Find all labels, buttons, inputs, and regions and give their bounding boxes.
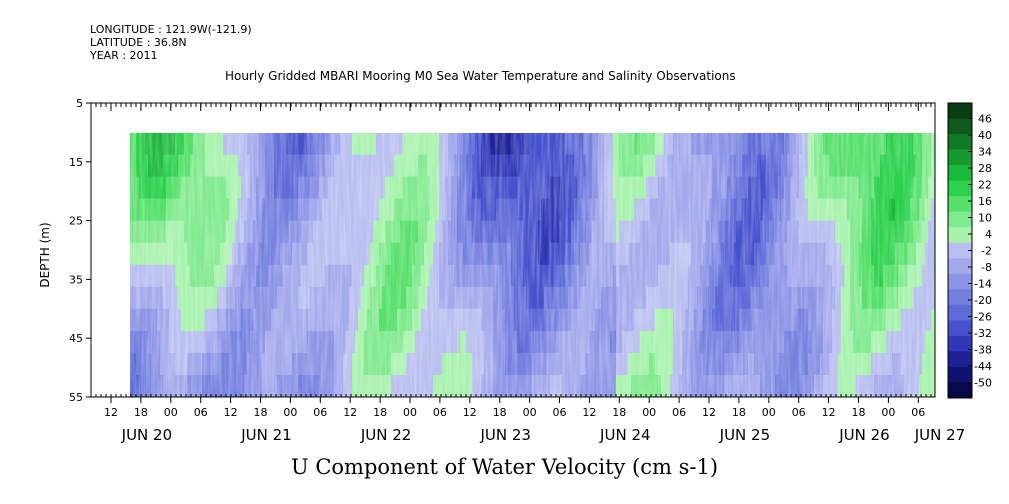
colorbar-swatch [948,211,972,228]
plot-frame [90,102,936,398]
colorbar-swatch [948,180,972,197]
day-label: JUN 26 [838,426,889,444]
colorbar-swatch [948,227,972,244]
colorbar-label: -44 [974,360,992,373]
colorbar-label: -8 [981,261,992,274]
x-tick-label: 06 [553,406,567,419]
year-label: YEAR : 2011 [90,49,158,62]
colorbar-swatch [948,134,972,151]
x-tick-label: 18 [612,406,626,419]
x-tick-label: 00 [762,406,776,419]
chart-svg: 5 15 25 35 45 55 12 18 00 06 12 18 00 06 12 18 00 06 12 18 0… [38,97,992,444]
colorbar-label: 4 [985,228,992,241]
colorbar-swatch [948,289,972,306]
x-tick-label: 12 [343,406,357,419]
x-tick-label: 06 [792,406,806,419]
colorbar-swatch [948,320,972,337]
x-tick-label: 12 [463,406,477,419]
x-tick-label: 00 [403,406,417,419]
colorbar-swatch [948,165,972,182]
colorbar-label: 22 [978,179,992,192]
x-tick-label: 12 [702,406,716,419]
axes: 5 15 25 35 45 55 12 18 00 06 12 18 00 06 12 18 00 06 12 18 0… [69,97,965,444]
colorbar-label: 40 [978,129,992,142]
x-tick-label: 18 [134,406,148,419]
colorbar-label: 34 [978,146,992,159]
y-tick-label: 15 [69,156,83,169]
colorbar-swatch [948,273,972,290]
colorbar-label: -50 [974,376,992,389]
day-label: JUN 21 [240,426,291,444]
colorbar-swatch [948,335,972,352]
y-tick-label: 55 [69,391,83,404]
colorbar-label: 46 [978,113,992,126]
colorbar-label: -38 [974,343,992,356]
day-label: JUN 20 [121,426,172,444]
x-tick-label: 06 [194,406,208,419]
colorbar-swatch [948,196,972,213]
colorbar-label: 10 [978,212,992,225]
x-tick-label: 12 [224,406,238,419]
colorbar-label: -20 [974,294,992,307]
day-label: JUN 22 [360,426,411,444]
x-tick-label: 06 [672,406,686,419]
y-axis-title: DEPTH (m) [38,222,52,287]
colorbar-swatch [948,149,972,166]
x-tick-label: 00 [523,406,537,419]
x-tick-label: 18 [373,406,387,419]
x-tick-label: 06 [313,406,327,419]
colorbar-label: -14 [974,277,992,290]
chart-title: Hourly Gridded MBARI Mooring M0 Sea Wate… [225,69,736,83]
day-label: JUN 24 [599,426,650,444]
x-tick-label: 00 [881,406,895,419]
colorbar-label: -2 [981,245,992,258]
x-tick-label: 00 [283,406,297,419]
colorbar-swatch [948,351,972,368]
x-tick-label: 06 [911,406,925,419]
colorbar-swatch [948,366,972,383]
colorbar-label: -26 [974,310,992,323]
colorbar-swatch [948,118,972,135]
x-tick-label: 06 [433,406,447,419]
x-tick-label: 18 [254,406,268,419]
y-tick-label: 25 [69,215,83,228]
latitude-label: LATITUDE : 36.8N [90,36,187,49]
y-tick-label: 5 [76,97,83,110]
colorbar-swatch [948,103,972,120]
x-tick-label: 18 [493,406,507,419]
colorbar-swatch [948,258,972,275]
day-label: JUN 25 [719,426,770,444]
x-tick-label: 18 [732,406,746,419]
colorbar-label: -32 [974,327,992,340]
longitude-label: LONGITUDE : 121.9W(-121.9) [90,23,252,36]
x-tick-label: 12 [822,406,836,419]
x-tick-label: 12 [104,406,118,419]
colorbar-label: 16 [978,195,992,208]
x-tick-label: 18 [852,406,866,419]
day-label: JUN 23 [479,426,530,444]
y-tick-label: 35 [69,273,83,286]
colorbar-swatch [948,304,972,321]
heatmap-texture [130,133,935,397]
x-tick-label: 00 [642,406,656,419]
colorbar-label: 28 [978,162,992,175]
colorbar-swatch [948,382,972,399]
y-tick-label: 45 [69,332,83,345]
day-label: JUN 27 [914,426,965,444]
colorbar: 46 40 34 28 22 16 10 4 -2 -8 -14 -20 -26 -32 -38 -44 -50 [947,102,992,399]
x-tick-label: 00 [164,406,178,419]
x-axis-title: U Component of Water Velocity (cm s-1) [290,455,719,479]
colorbar-swatch [948,242,972,259]
x-tick-label: 12 [582,406,596,419]
